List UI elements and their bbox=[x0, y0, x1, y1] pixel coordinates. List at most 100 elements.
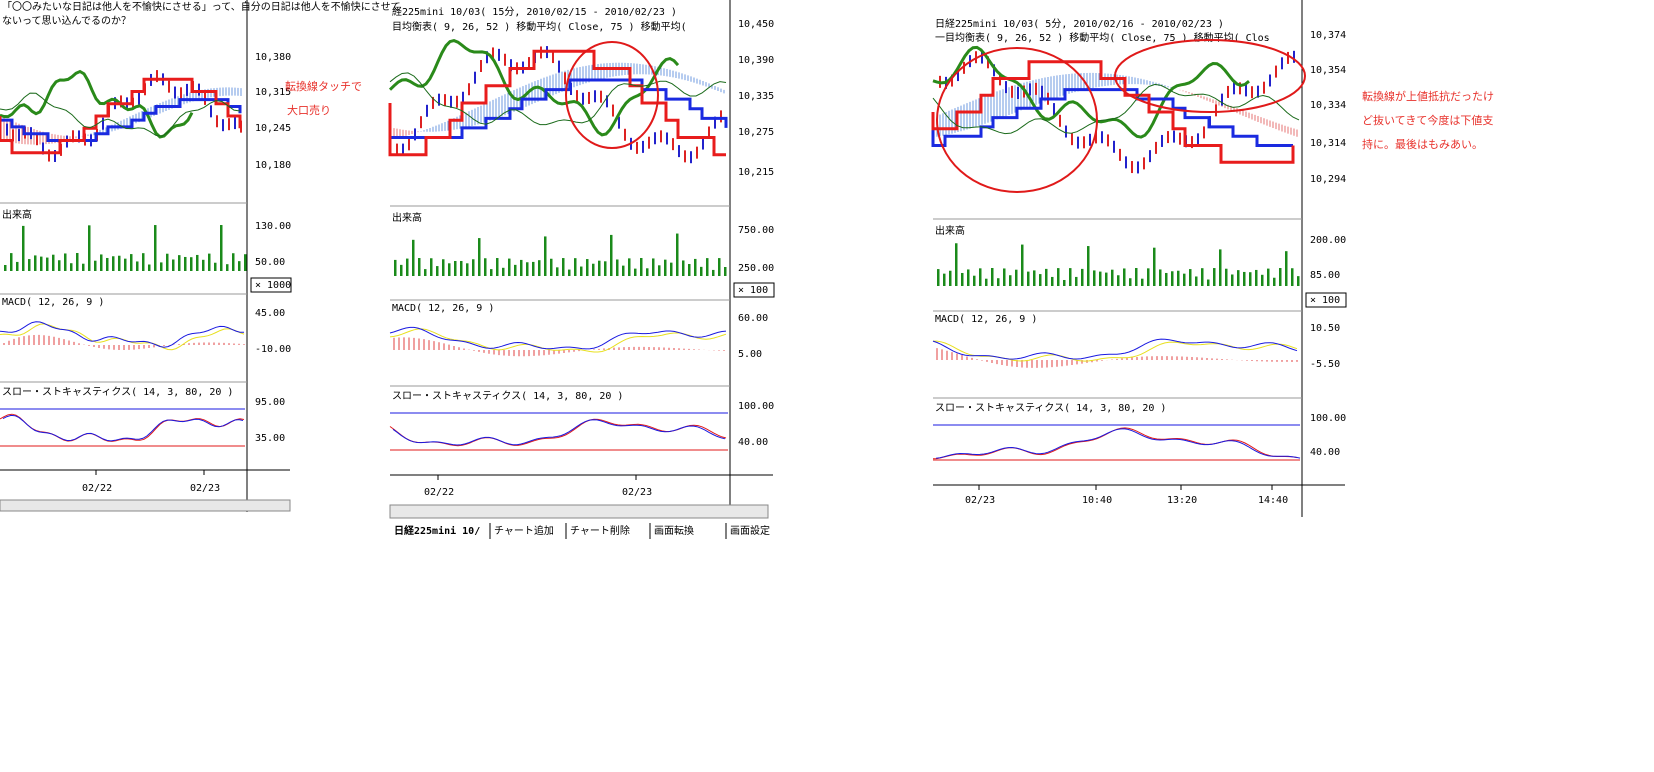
scrollbar bbox=[0, 499, 291, 512]
macd-signal bbox=[389, 328, 727, 353]
volume-bar bbox=[1111, 269, 1114, 286]
volume-bar bbox=[484, 258, 487, 276]
highlight-circle bbox=[936, 47, 1098, 193]
volume-bar bbox=[1285, 251, 1288, 286]
tab[interactable]: チャート削除 bbox=[570, 524, 630, 537]
scrollbar bbox=[389, 504, 769, 519]
macd-tick-label: 45.00 bbox=[255, 308, 285, 319]
volume-bar bbox=[22, 225, 25, 271]
chart-panel: 10,380 10,315 10,245 10,180 出来高 130.00 50.00 × … bbox=[0, 0, 292, 512]
date-label: 02/22 bbox=[82, 483, 112, 494]
volume-bar bbox=[1135, 268, 1138, 286]
volume-tick-label: 85.00 bbox=[1310, 270, 1340, 281]
stochastic-label: スロー・ストキャスティクス( 14, 3, 80, 20 ) bbox=[935, 402, 1166, 414]
volume-bar bbox=[178, 255, 181, 271]
volume-bar bbox=[394, 259, 397, 276]
stochastic-tick-label: 100.00 bbox=[1310, 413, 1346, 424]
volume-bar bbox=[448, 263, 451, 276]
volume-bar bbox=[973, 275, 976, 286]
chart-panel: 日経225mini 10/03( 5分, 2010/02/16 - 2010/0… bbox=[931, 0, 1347, 517]
volume-bar bbox=[232, 253, 235, 271]
base-line bbox=[931, 88, 1293, 147]
volume-bar bbox=[58, 260, 61, 271]
volume-bar bbox=[997, 278, 1000, 286]
volume-bar bbox=[1273, 277, 1276, 286]
tab[interactable]: チャート追加 bbox=[494, 524, 554, 537]
price-tick-label: 10,275 bbox=[738, 127, 774, 138]
stochastic-tick-label: 40.00 bbox=[1310, 447, 1340, 458]
volume-label: 出来高 bbox=[392, 211, 422, 224]
price-tick-label: 10,245 bbox=[255, 123, 291, 134]
price-tick-label: 10,334 bbox=[1310, 100, 1346, 111]
price-tick-label: 10,380 bbox=[255, 52, 291, 63]
volume-bar bbox=[1129, 278, 1132, 286]
volume-bar bbox=[502, 267, 505, 276]
price-tick-label: 10,314 bbox=[1310, 138, 1346, 149]
volume-bar bbox=[406, 258, 409, 276]
tab[interactable]: 画面設定 bbox=[730, 524, 770, 537]
volume-bar bbox=[598, 260, 601, 276]
volume-bar bbox=[526, 262, 529, 276]
volume-scale: × 1000 bbox=[255, 280, 291, 291]
volume-bar bbox=[142, 253, 145, 271]
volume-bar bbox=[724, 267, 727, 276]
volume-bar bbox=[538, 260, 541, 276]
highlight-circle bbox=[1114, 39, 1306, 113]
scale-box bbox=[1305, 292, 1347, 308]
volume-bar bbox=[1249, 272, 1252, 286]
tab[interactable]: 画面転換 bbox=[654, 525, 694, 537]
volume-bar bbox=[991, 268, 994, 286]
volume-bar bbox=[1231, 274, 1234, 286]
conversion-line bbox=[931, 60, 1295, 164]
volume-bar bbox=[46, 257, 49, 271]
base-line bbox=[0, 98, 242, 142]
tab[interactable]: 日経225mini 10/ bbox=[394, 524, 480, 537]
volume-bar bbox=[10, 253, 13, 271]
volume-bar bbox=[1123, 268, 1126, 286]
volume-bar bbox=[166, 253, 169, 271]
volume-bar bbox=[1201, 268, 1204, 286]
volume-bar bbox=[148, 264, 151, 271]
volume-bar bbox=[955, 243, 958, 286]
volume-bar bbox=[640, 258, 643, 276]
volume-bar bbox=[700, 266, 703, 276]
date-label: 02/23 bbox=[622, 487, 652, 498]
volume-bar bbox=[1243, 271, 1246, 286]
macd-line bbox=[389, 326, 727, 350]
volume-bar bbox=[412, 239, 415, 276]
volume-bar bbox=[706, 258, 709, 276]
volume-bar bbox=[580, 266, 583, 276]
volume-bar bbox=[1057, 268, 1060, 286]
volume-bar bbox=[586, 259, 589, 276]
volume-bar bbox=[1183, 273, 1186, 286]
highlight-circle bbox=[565, 41, 659, 149]
volume-bar bbox=[220, 225, 223, 271]
lagging-line bbox=[388, 39, 680, 137]
volume-bar bbox=[52, 254, 55, 271]
macd-tick-label: 5.00 bbox=[738, 349, 762, 360]
volume-bar bbox=[1207, 279, 1210, 286]
volume-bar bbox=[64, 253, 67, 271]
volume-bar bbox=[610, 234, 613, 276]
volume-bar bbox=[190, 257, 193, 271]
macd-tick-label: 10.50 bbox=[1310, 323, 1340, 334]
volume-bar bbox=[1267, 268, 1270, 286]
volume-bar bbox=[1027, 271, 1030, 286]
volume-bar bbox=[1051, 276, 1054, 286]
volume-bar bbox=[1009, 275, 1012, 286]
stochastic-label: スロー・ストキャスティクス( 14, 3, 80, 20 ) bbox=[392, 390, 623, 402]
stochastic-d bbox=[392, 419, 726, 446]
volume-bar bbox=[70, 263, 73, 271]
scale-box bbox=[733, 282, 775, 298]
date-label: 02/23 bbox=[190, 483, 220, 494]
volume-bar bbox=[1141, 278, 1144, 286]
base-line bbox=[388, 78, 728, 139]
volume-bar bbox=[424, 269, 427, 276]
volume-bar bbox=[490, 269, 493, 276]
volume-bar bbox=[28, 259, 31, 271]
volume-bar bbox=[1255, 269, 1258, 286]
volume-bar bbox=[1033, 270, 1036, 286]
volume-bar bbox=[937, 269, 940, 286]
volume-bar bbox=[1219, 249, 1222, 286]
volume-bar bbox=[238, 261, 241, 271]
